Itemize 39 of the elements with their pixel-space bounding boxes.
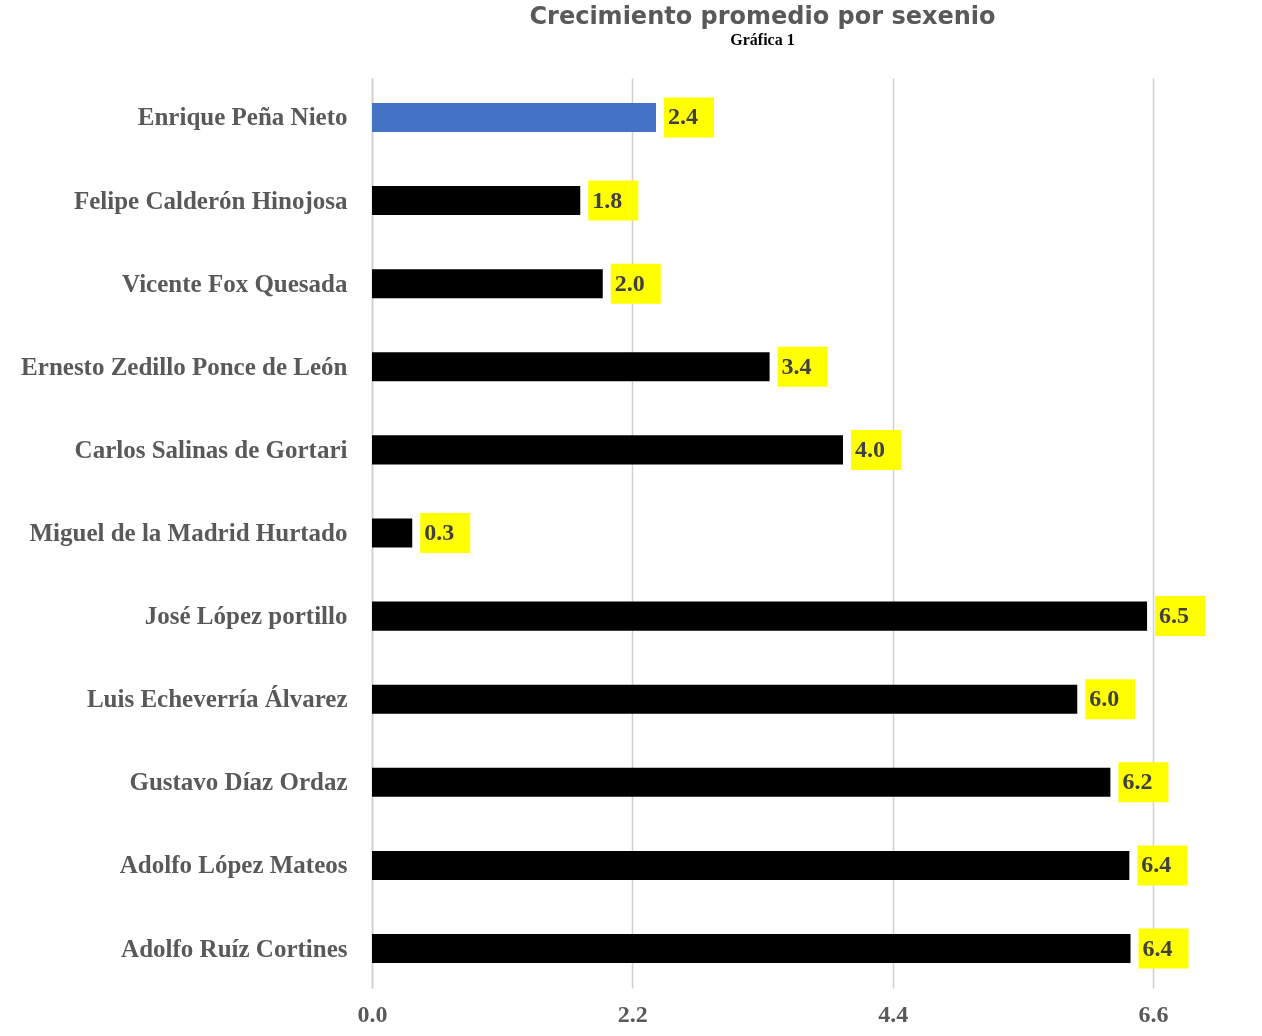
chart-title: Crecimiento promedio por sexenio <box>529 2 996 30</box>
bar <box>372 933 1131 964</box>
text: Gráfica 1 <box>730 31 795 48</box>
data-label: 0.3 <box>424 519 455 545</box>
bar <box>372 601 1148 631</box>
y-tick-label: Adolfo López Mateos <box>119 851 348 879</box>
y-tick-label: Vicente Fox Quesada <box>122 269 348 297</box>
data-label: 6.4 <box>1142 934 1173 961</box>
y-tick-label: Ernesto Zedillo Ponce de León <box>21 352 348 380</box>
data-label: 6.0 <box>1089 685 1120 712</box>
bar <box>372 186 581 216</box>
x-tick-label: 2.2 <box>617 1000 648 1027</box>
data-label: 6.4 <box>1141 851 1172 878</box>
x-tick-label: 6.6 <box>1138 1000 1169 1027</box>
y-tick-label: José López portillo <box>144 602 348 630</box>
data-label: 2.0 <box>614 269 645 296</box>
data-label: 4.0 <box>854 435 885 462</box>
y-tick-label: Miguel de la Madrid Hurtado <box>29 519 348 546</box>
y-tick-label: Carlos Salinas de Gortari <box>74 435 348 463</box>
data-label: 1.8 <box>592 186 623 213</box>
bar <box>372 684 1078 714</box>
y-tick-label: Felipe Calderón Hinojosa <box>73 186 348 214</box>
data-label: 6.2 <box>1122 768 1153 795</box>
data-label: 6.5 <box>1159 602 1190 629</box>
y-tick-label: Enrique Peña Nieto <box>137 103 348 131</box>
bar <box>372 435 843 465</box>
data-label: 2.4 <box>668 103 698 130</box>
y-tick-label: Adolfo Ruíz Cortines <box>121 934 348 962</box>
y-tick-label: Luis Echeverría Álvarez <box>86 685 348 713</box>
x-tick-label: 0.0 <box>357 1000 388 1027</box>
bar <box>372 352 770 382</box>
bar <box>372 269 603 299</box>
bar <box>372 518 413 548</box>
data-label: 3.4 <box>781 352 812 379</box>
x-tick-label: 4.4 <box>878 1000 909 1027</box>
bar <box>372 767 1111 797</box>
bar <box>372 850 1130 880</box>
bar <box>372 102 656 133</box>
y-tick-label: Gustavo Díaz Ordaz <box>129 768 348 796</box>
